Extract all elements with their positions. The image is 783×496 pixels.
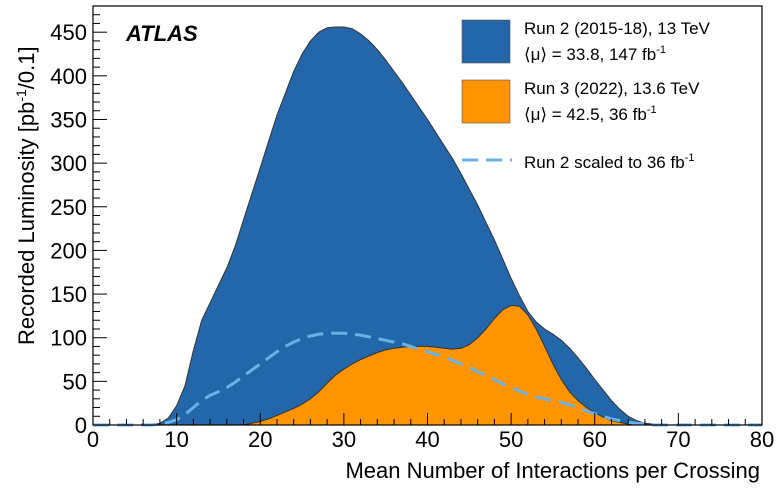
legend-label-scaled: Run 2 scaled to 36 fb-1 <box>524 152 694 172</box>
legend-stats-run2: ⟨μ⟩ = 33.8, 147 fb-1 <box>524 44 666 64</box>
series-layer <box>93 26 762 427</box>
y-tick-label: 150 <box>50 282 87 307</box>
x-tick-label: 20 <box>248 427 272 452</box>
x-tick-label: 60 <box>583 427 607 452</box>
legend-swatch-run3 <box>461 79 511 124</box>
y-axis-title: Recorded Luminosity [pb-1/0.1] <box>13 46 39 345</box>
series-line-2 <box>93 331 762 427</box>
x-tick-label: 10 <box>164 427 188 452</box>
y-tick-label: 400 <box>50 64 87 89</box>
x-tick-label: 50 <box>499 427 523 452</box>
legend-stats-run3: ⟨μ⟩ = 42.5, 36 fb-1 <box>524 104 657 124</box>
x-tick-label: 70 <box>666 427 690 452</box>
series-area-1 <box>93 304 762 426</box>
y-tick-label: 250 <box>50 195 87 220</box>
y-tick-label: 300 <box>50 151 87 176</box>
x-tick-label: 30 <box>332 427 356 452</box>
x-axis-title: Mean Number of Interactions per Crossing <box>345 458 760 483</box>
series-area-0 <box>93 26 762 426</box>
x-tick-label: 80 <box>750 427 774 452</box>
y-tick-label: 0 <box>75 413 87 438</box>
legend: Run 2 (2015-18), 13 TeV ⟨μ⟩ = 33.8, 147 … <box>461 19 711 172</box>
legend-swatch-run2 <box>461 19 511 64</box>
legend-label-run3: Run 3 (2022), 13.6 TeV <box>524 79 700 98</box>
legend-label-run2: Run 2 (2015-18), 13 TeV <box>524 19 711 38</box>
y-tick-label: 100 <box>50 326 87 351</box>
y-tick-label: 200 <box>50 238 87 263</box>
axes-layer: 0 10 20 30 40 50 60 70 80 0 50 100 150 200 250 300 350 40… <box>50 5 774 452</box>
y-tick-label: 350 <box>50 107 87 132</box>
atlas-label: ATLAS <box>125 21 198 46</box>
y-tick-label: 450 <box>50 20 87 45</box>
y-tick-label: 50 <box>63 369 87 394</box>
x-tick-label: 0 <box>87 427 99 452</box>
x-tick-label: 40 <box>415 427 439 452</box>
